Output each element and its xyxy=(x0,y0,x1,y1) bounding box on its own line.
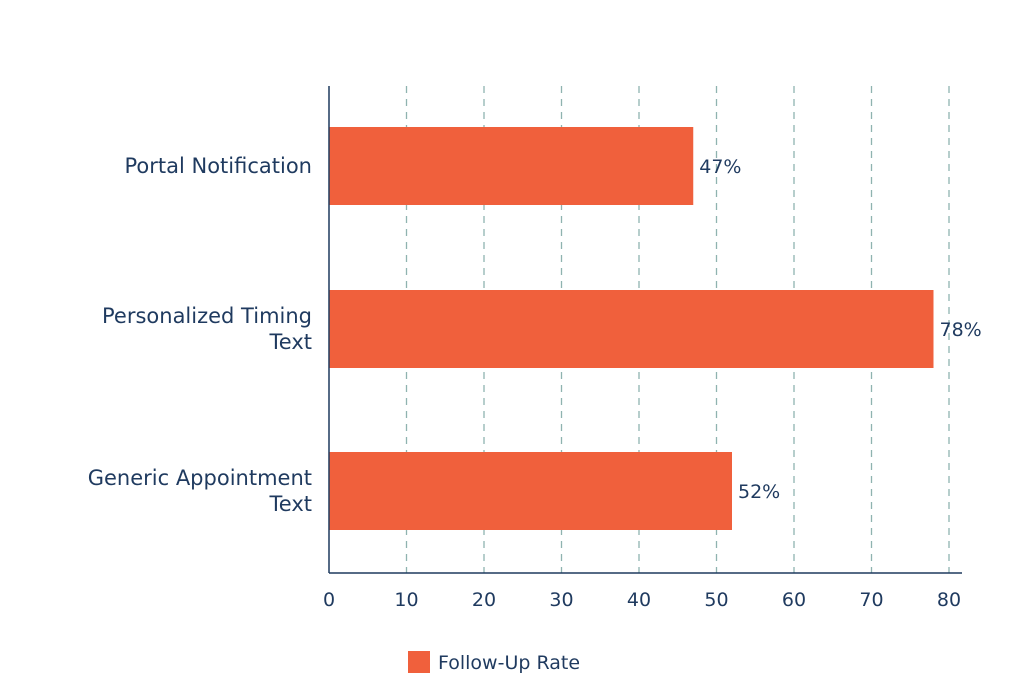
category-labels: Portal Notification Personalized Timing Te… xyxy=(88,154,312,516)
data-labels: 47% 78% 52% xyxy=(699,156,981,503)
axes xyxy=(328,86,962,574)
bar-2 xyxy=(329,452,732,530)
x-tick-label-0: 0 xyxy=(323,589,335,611)
bar-1 xyxy=(329,290,934,368)
legend-swatch xyxy=(408,651,430,673)
bars xyxy=(329,127,934,530)
category-label-0: Portal Notification xyxy=(124,154,312,178)
x-tick-label-70: 70 xyxy=(859,589,883,611)
category-label-1: Personalized Timing Text xyxy=(102,304,312,354)
x-tick-label-30: 30 xyxy=(549,589,573,611)
data-label-2: 52% xyxy=(738,481,780,503)
data-label-0: 47% xyxy=(699,156,741,178)
x-tick-label-80: 80 xyxy=(937,589,961,611)
bar-0 xyxy=(329,127,694,205)
x-tick-label-40: 40 xyxy=(627,589,651,611)
x-tick-labels: 0 10 20 30 40 50 60 70 80 xyxy=(323,589,961,611)
x-tick-label-20: 20 xyxy=(472,589,496,611)
x-tick-label-50: 50 xyxy=(704,589,728,611)
data-label-1: 78% xyxy=(940,319,982,341)
x-tick-label-60: 60 xyxy=(782,589,806,611)
x-tick-label-10: 10 xyxy=(394,589,418,611)
legend-label: Follow-Up Rate xyxy=(438,652,580,674)
category-label-2: Generic Appointment Text xyxy=(88,466,312,516)
legend: Follow-Up Rate xyxy=(408,651,580,674)
